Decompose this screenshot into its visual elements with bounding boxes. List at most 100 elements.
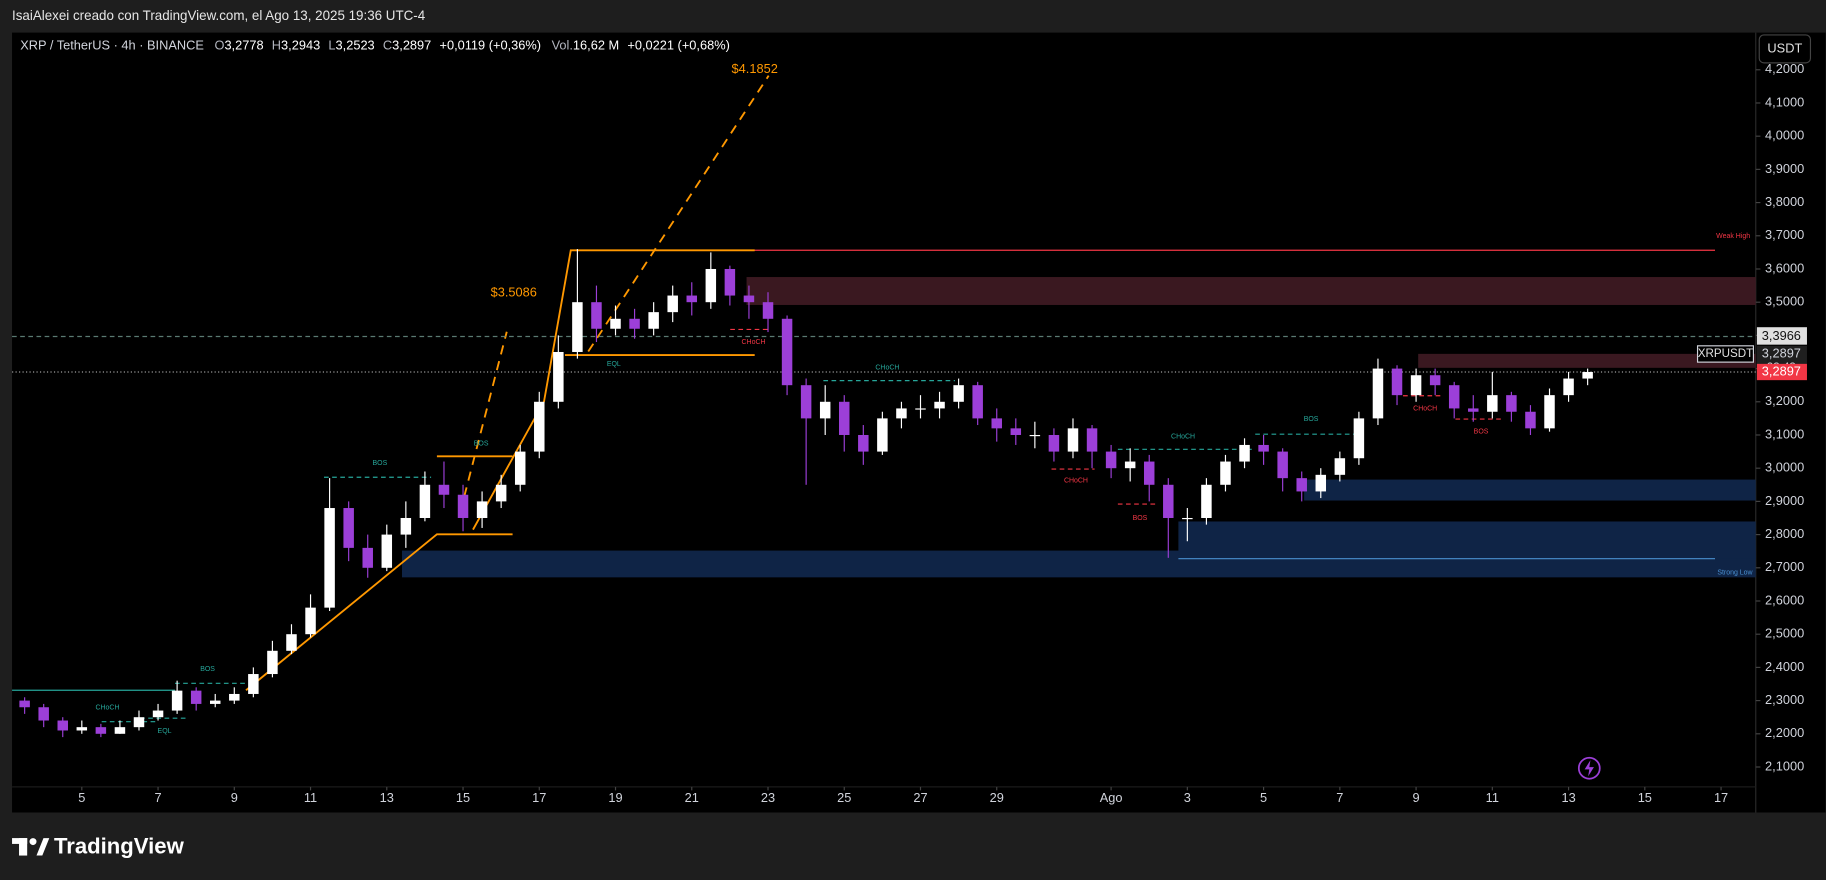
currency-button[interactable]: [1758, 34, 1812, 64]
annotation: $3.5086: [491, 285, 537, 300]
candle-body: [495, 484, 507, 502]
trend-line: [245, 533, 513, 691]
logo-shape: [36, 838, 50, 856]
annotation: CHoCH: [875, 365, 899, 372]
annotation: BOS: [474, 440, 489, 447]
c-label: C: [383, 38, 392, 53]
candle-body: [572, 302, 583, 352]
candle-body: [1124, 461, 1136, 469]
candle-body: [781, 318, 793, 386]
candle-body: [305, 607, 316, 635]
change: +0,0119 (+0,36%): [440, 38, 542, 53]
candle-body: [95, 727, 107, 734]
x-tick-label: 11: [304, 790, 317, 805]
candle-body: [343, 508, 354, 548]
demand-zone: [1304, 479, 1756, 501]
candle-body: [38, 707, 49, 721]
candle-body: [591, 302, 602, 329]
candle-body: [1220, 461, 1231, 485]
candle-body: [1182, 517, 1193, 520]
x-tick-label: 15: [456, 790, 470, 805]
annotation: $4.1852: [732, 61, 778, 76]
candle-body: [1105, 451, 1117, 469]
vol-label: Vol.: [552, 38, 573, 53]
y-tick-label: 4,1000: [1765, 94, 1804, 109]
o-value: 3,2778: [224, 38, 263, 53]
candle-body: [76, 727, 88, 731]
y-tick-label: 3,5000: [1765, 294, 1804, 309]
x-tick-label: 15: [1638, 790, 1652, 805]
symbol: XRP / TetherUS · 4h · BINANCE: [20, 38, 204, 53]
last-price-tag: [1756, 363, 1807, 381]
candle-body: [648, 312, 659, 329]
candle-body: [915, 408, 926, 410]
y-tick-label: 3,8000: [1765, 194, 1804, 209]
x-tick-label: 5: [1260, 790, 1267, 805]
candle-body: [762, 302, 774, 319]
candle-body: [1429, 375, 1441, 386]
candle-body: [209, 700, 221, 704]
candle-body: [1029, 434, 1041, 437]
y-tick-label: 3,7000: [1765, 227, 1804, 242]
currency-label[interactable]: USDT: [1767, 40, 1802, 55]
annotation: EQL: [607, 361, 621, 368]
y-tick-label: 2,6000: [1765, 592, 1804, 607]
candle-body: [877, 418, 888, 452]
trend-line: [472, 249, 755, 531]
h-value: 3,2943: [281, 38, 320, 53]
price-tag-label: 3,2897: [1762, 345, 1801, 360]
candle-body: [267, 650, 278, 675]
candle-body: [57, 720, 68, 731]
projection-line: [587, 75, 770, 353]
x-tick-label: 29: [990, 790, 1004, 805]
h-label: H: [272, 38, 281, 53]
candle-body: [972, 385, 983, 419]
chart-area: [12, 32, 1826, 813]
candle-body: [1334, 458, 1346, 475]
x-tick-label: 25: [837, 790, 851, 805]
x-tick-label: 11: [1486, 790, 1499, 805]
candle-body: [248, 674, 259, 694]
vol-value: 16,62 M: [573, 38, 619, 53]
y-tick-label: 3,9000: [1765, 161, 1804, 176]
annotation: CHoCH: [742, 339, 766, 346]
candle-body: [991, 418, 1002, 429]
candle-body: [1296, 478, 1307, 492]
x-tick-label: 13: [1561, 790, 1575, 805]
candle-body: [1067, 428, 1079, 452]
candle-body: [1487, 395, 1498, 412]
trend-drawings: [245, 75, 770, 691]
x-tick-label: 9: [1413, 790, 1420, 805]
candle-body: [438, 484, 450, 495]
candle-body: [1315, 474, 1327, 492]
candle-body: [400, 517, 412, 535]
x-tick-label: 7: [1336, 790, 1343, 805]
symbol-tag: [1696, 345, 1755, 363]
annotation: BOS: [1133, 515, 1148, 522]
demand-zone: [1178, 521, 1756, 559]
annotation: Strong Low: [1717, 570, 1753, 577]
y-tick-label: 2,9000: [1765, 493, 1804, 508]
candle-body: [1372, 368, 1384, 419]
y-tick-label: 3,1000: [1765, 426, 1804, 441]
alert-icon[interactable]: [1577, 756, 1601, 780]
candle-body: [819, 401, 831, 419]
candle-body: [553, 351, 564, 402]
candle-body: [1239, 444, 1250, 462]
ohlc-legend: XRP / TetherUS · 4h · BINANCE O3,2778 H3…: [20, 38, 730, 53]
y-tick-label: 2,8000: [1765, 526, 1804, 541]
logo: [12, 838, 50, 856]
candle-body: [1258, 444, 1269, 452]
candle-body: [1201, 484, 1212, 518]
x-tick-label: 13: [380, 790, 394, 805]
annotation: CHoCH: [95, 705, 119, 712]
candle-body: [381, 534, 393, 568]
x-tick-label: 19: [608, 790, 622, 805]
candle-body: [839, 401, 850, 435]
candle-body: [190, 690, 202, 704]
candle-body: [1163, 484, 1174, 518]
x-tick-label: 9: [231, 790, 238, 805]
candle-body: [934, 401, 945, 409]
x-tick-label: 27: [913, 790, 927, 805]
